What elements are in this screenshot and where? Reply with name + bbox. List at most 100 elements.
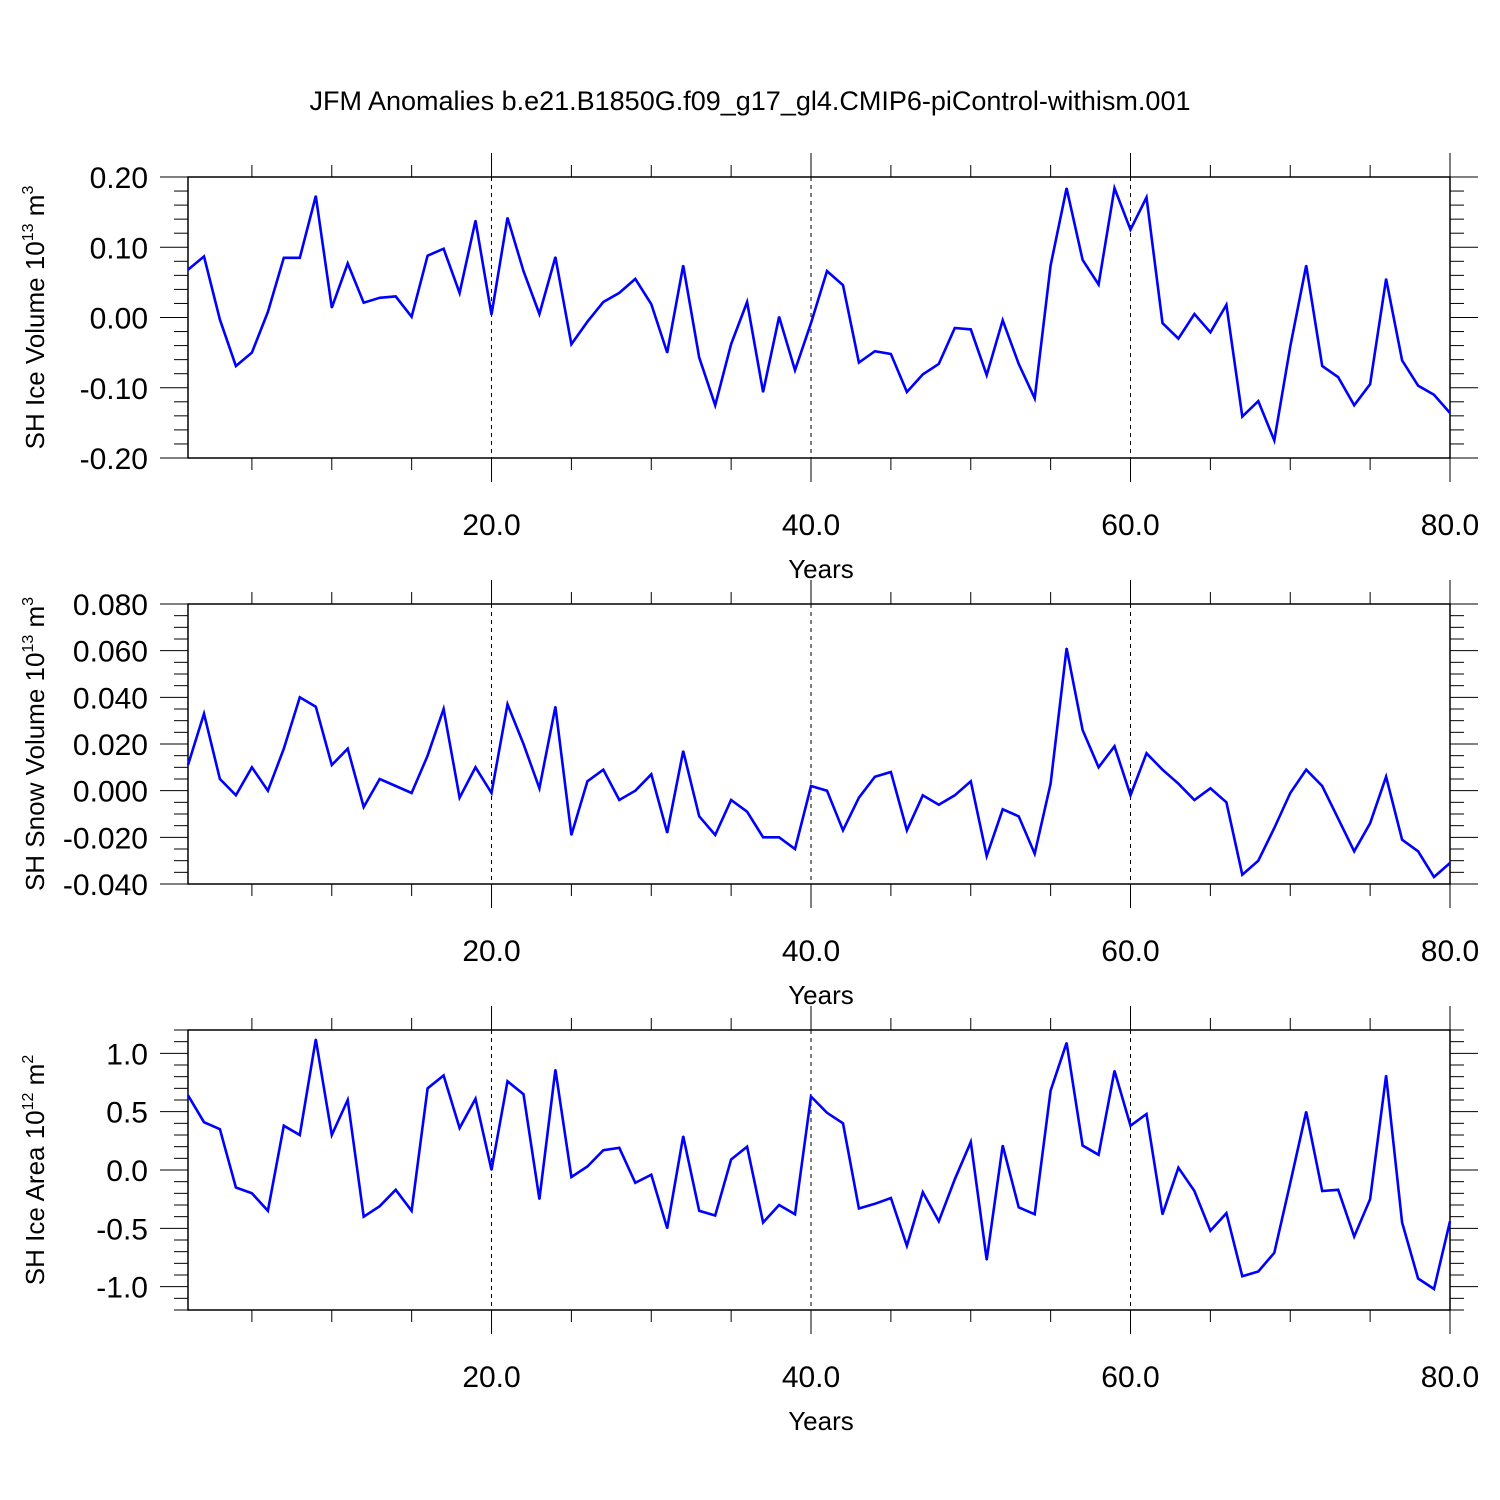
data-point bbox=[1305, 264, 1308, 267]
data-point bbox=[953, 794, 956, 797]
data-point bbox=[235, 365, 237, 367]
data-point bbox=[1353, 1235, 1355, 1238]
data-point bbox=[1289, 345, 1292, 348]
data-point bbox=[762, 836, 764, 839]
data-point bbox=[394, 1189, 397, 1191]
data-point bbox=[1033, 397, 1036, 400]
data-point bbox=[554, 1068, 557, 1071]
data-point bbox=[346, 1099, 349, 1101]
data-point bbox=[1001, 1144, 1004, 1147]
data-point bbox=[1273, 827, 1276, 829]
data-point bbox=[1033, 1213, 1036, 1216]
data-point bbox=[314, 195, 317, 197]
data-point bbox=[410, 315, 413, 318]
series-line bbox=[187, 183, 1451, 446]
data-point bbox=[1449, 1220, 1451, 1223]
data-point bbox=[1337, 817, 1339, 820]
data-point bbox=[1209, 787, 1212, 790]
data-point bbox=[586, 1165, 589, 1168]
data-point bbox=[426, 754, 429, 757]
y-tick-label: 0.040 bbox=[73, 682, 148, 715]
data-point bbox=[1161, 1213, 1164, 1216]
data-point bbox=[299, 256, 301, 259]
data-point bbox=[858, 796, 860, 799]
data-point bbox=[394, 295, 397, 298]
data-point bbox=[746, 301, 748, 303]
chart-panel-3: -1.0 -0.5 0.0 0.5 1.0 20.0 40.0 60.0 80.0 Years SH… bbox=[20, 1006, 1479, 1436]
data-point bbox=[714, 1214, 716, 1217]
data-point bbox=[1193, 1190, 1196, 1192]
data-point bbox=[1065, 187, 1068, 190]
data-point bbox=[842, 284, 844, 286]
y-tick-label: 0.060 bbox=[73, 636, 148, 669]
plot-frame bbox=[187, 176, 1451, 459]
data-point bbox=[1001, 808, 1004, 811]
data-point bbox=[890, 771, 892, 773]
data-point bbox=[890, 353, 892, 355]
data-point bbox=[1337, 1189, 1339, 1191]
data-point bbox=[1209, 331, 1212, 334]
data-point bbox=[1257, 1270, 1260, 1273]
data-point bbox=[1257, 859, 1260, 862]
data-point bbox=[203, 1121, 205, 1123]
data-point bbox=[506, 216, 509, 219]
data-point bbox=[1449, 412, 1451, 414]
data-point bbox=[1049, 782, 1052, 785]
data-point bbox=[1385, 1074, 1387, 1077]
data-point bbox=[1449, 862, 1451, 864]
data-point bbox=[314, 705, 317, 708]
data-point bbox=[1369, 822, 1371, 825]
y-tick-label: -0.5 bbox=[96, 1213, 148, 1246]
x-tick-label: 80.0 bbox=[1421, 509, 1479, 542]
data-point bbox=[283, 1124, 285, 1127]
x-axis-label: Years bbox=[788, 1406, 854, 1436]
data-point bbox=[938, 803, 940, 806]
x-tick-label: 20.0 bbox=[462, 1361, 520, 1394]
data-point bbox=[698, 356, 700, 359]
data-point bbox=[570, 834, 573, 836]
data-point bbox=[1225, 801, 1228, 804]
data-point bbox=[969, 1141, 972, 1143]
data-point bbox=[538, 787, 541, 790]
data-point bbox=[1129, 794, 1132, 797]
data-point bbox=[906, 829, 908, 832]
data-point bbox=[698, 1210, 700, 1212]
data-point bbox=[842, 829, 844, 832]
data-point bbox=[1321, 365, 1324, 367]
data-point bbox=[1433, 1288, 1435, 1290]
data-point bbox=[730, 799, 732, 801]
data-point bbox=[1385, 775, 1387, 778]
data-point bbox=[378, 297, 381, 299]
data-point bbox=[474, 766, 477, 769]
data-point bbox=[362, 1215, 365, 1218]
data-point bbox=[1289, 1182, 1292, 1184]
data-point bbox=[1145, 752, 1148, 755]
data-point bbox=[906, 391, 908, 393]
y-axis-label: SH Ice Area 1012 m2 bbox=[20, 1055, 50, 1286]
x-tick-label: 60.0 bbox=[1101, 935, 1159, 968]
data-point bbox=[1017, 815, 1020, 818]
data-point bbox=[474, 1098, 477, 1100]
data-point bbox=[1433, 876, 1435, 878]
data-point bbox=[187, 268, 189, 271]
data-point bbox=[362, 301, 365, 304]
data-point bbox=[650, 773, 653, 776]
data-point bbox=[219, 318, 221, 321]
data-point bbox=[570, 1176, 573, 1178]
data-point bbox=[1193, 799, 1196, 801]
data-point bbox=[890, 1197, 892, 1199]
data-point bbox=[410, 792, 413, 794]
data-point bbox=[1241, 873, 1244, 876]
data-point bbox=[682, 750, 685, 752]
data-point bbox=[267, 1210, 269, 1212]
y-tick-label: 0.00 bbox=[90, 303, 148, 336]
data-point bbox=[458, 292, 461, 294]
data-point bbox=[251, 766, 253, 769]
data-point bbox=[953, 327, 956, 329]
data-point bbox=[666, 351, 669, 354]
figure-title: JFM Anomalies b.e21.B1850G.f09_g17_gl4.C… bbox=[309, 86, 1191, 116]
data-point bbox=[538, 313, 541, 315]
data-point bbox=[314, 1038, 317, 1041]
data-point bbox=[1369, 1198, 1371, 1200]
data-point bbox=[1241, 415, 1244, 418]
